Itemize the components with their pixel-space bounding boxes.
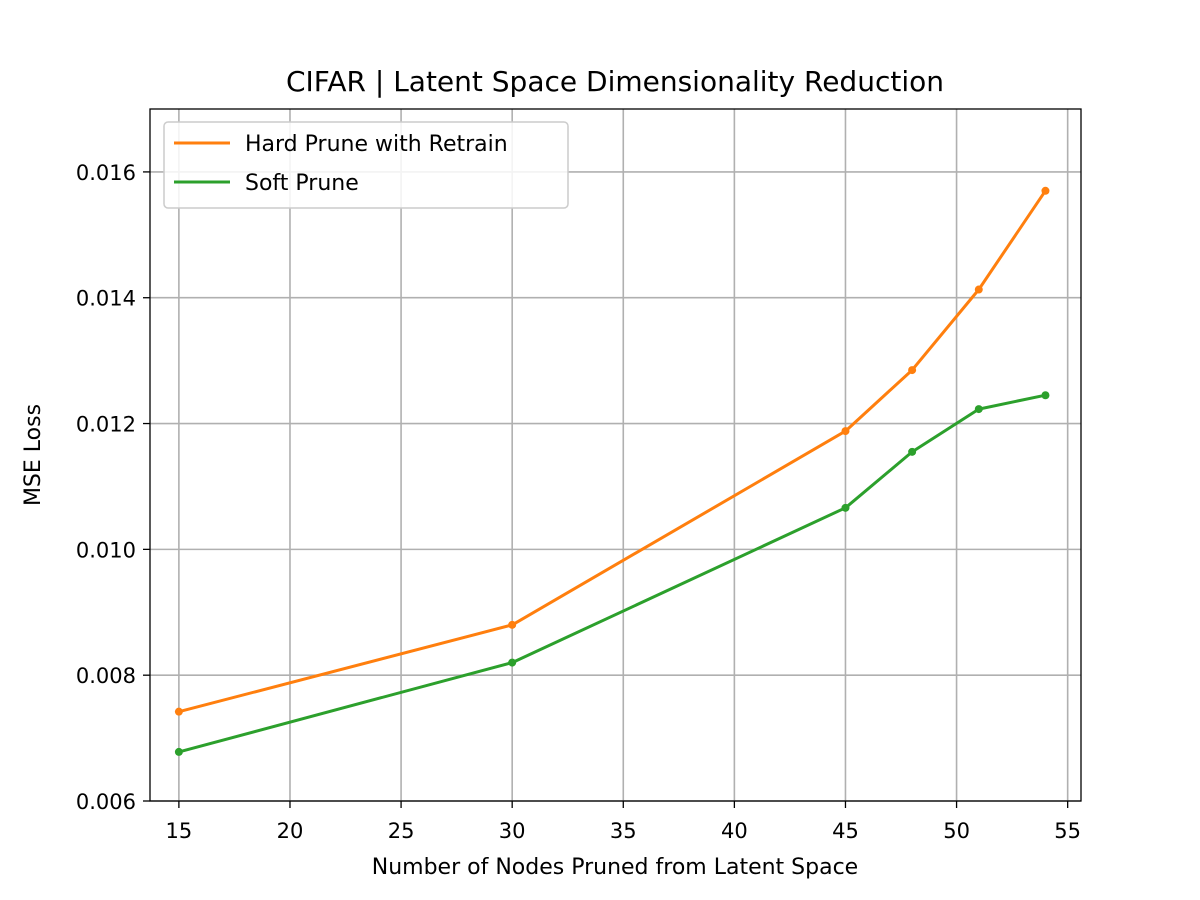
series-group — [174, 186, 1050, 756]
data-point — [508, 620, 517, 629]
y-tick-label: 0.012 — [76, 413, 136, 437]
data-point — [841, 503, 850, 512]
x-axis-label: Number of Nodes Pruned from Latent Space — [372, 855, 858, 880]
y-tick-label: 0.008 — [76, 664, 136, 688]
data-point — [974, 405, 983, 414]
x-tick-label: 30 — [499, 819, 526, 843]
data-point — [1041, 391, 1050, 400]
data-point — [841, 427, 850, 436]
legend-label: Hard Prune with Retrain — [245, 132, 508, 157]
x-tick-label: 40 — [721, 819, 748, 843]
x-tick-label: 45 — [832, 819, 859, 843]
y-tick-label: 0.010 — [76, 538, 136, 562]
data-point — [908, 447, 917, 456]
y-tick-label: 0.016 — [76, 161, 136, 185]
series-line-1 — [178, 393, 1046, 754]
data-point — [174, 747, 183, 756]
data-point — [974, 285, 983, 294]
x-tick-label: 35 — [610, 819, 637, 843]
y-axis-label: MSE Loss — [21, 404, 46, 506]
grid — [150, 109, 1081, 802]
legend-box — [163, 121, 569, 209]
data-point — [1041, 186, 1050, 195]
x-tick-label: 15 — [166, 819, 193, 843]
x-tick-label: 55 — [1054, 819, 1081, 843]
y-axis-ticks: 0.006 0.008 0.010 0.012 0.014 0.016 — [76, 161, 150, 814]
plot-area-frame — [149, 108, 1082, 802]
data-point — [908, 366, 917, 375]
x-tick-label: 20 — [277, 819, 304, 843]
legend-label: Soft Prune — [245, 171, 359, 196]
legend: Hard Prune with Retrain Soft Prune — [163, 121, 569, 209]
x-axis-ticks: 15 20 25 30 35 40 45 50 55 — [166, 801, 1081, 843]
series-line-0 — [178, 189, 1047, 714]
data-point — [174, 707, 183, 716]
chart-title: CIFAR | Latent Space Dimensionality Redu… — [286, 65, 944, 98]
x-tick-label: 50 — [943, 819, 970, 843]
data-point — [508, 658, 517, 667]
y-tick-label: 0.014 — [76, 287, 136, 311]
x-tick-label: 25 — [388, 819, 415, 843]
y-tick-label: 0.006 — [76, 790, 136, 814]
